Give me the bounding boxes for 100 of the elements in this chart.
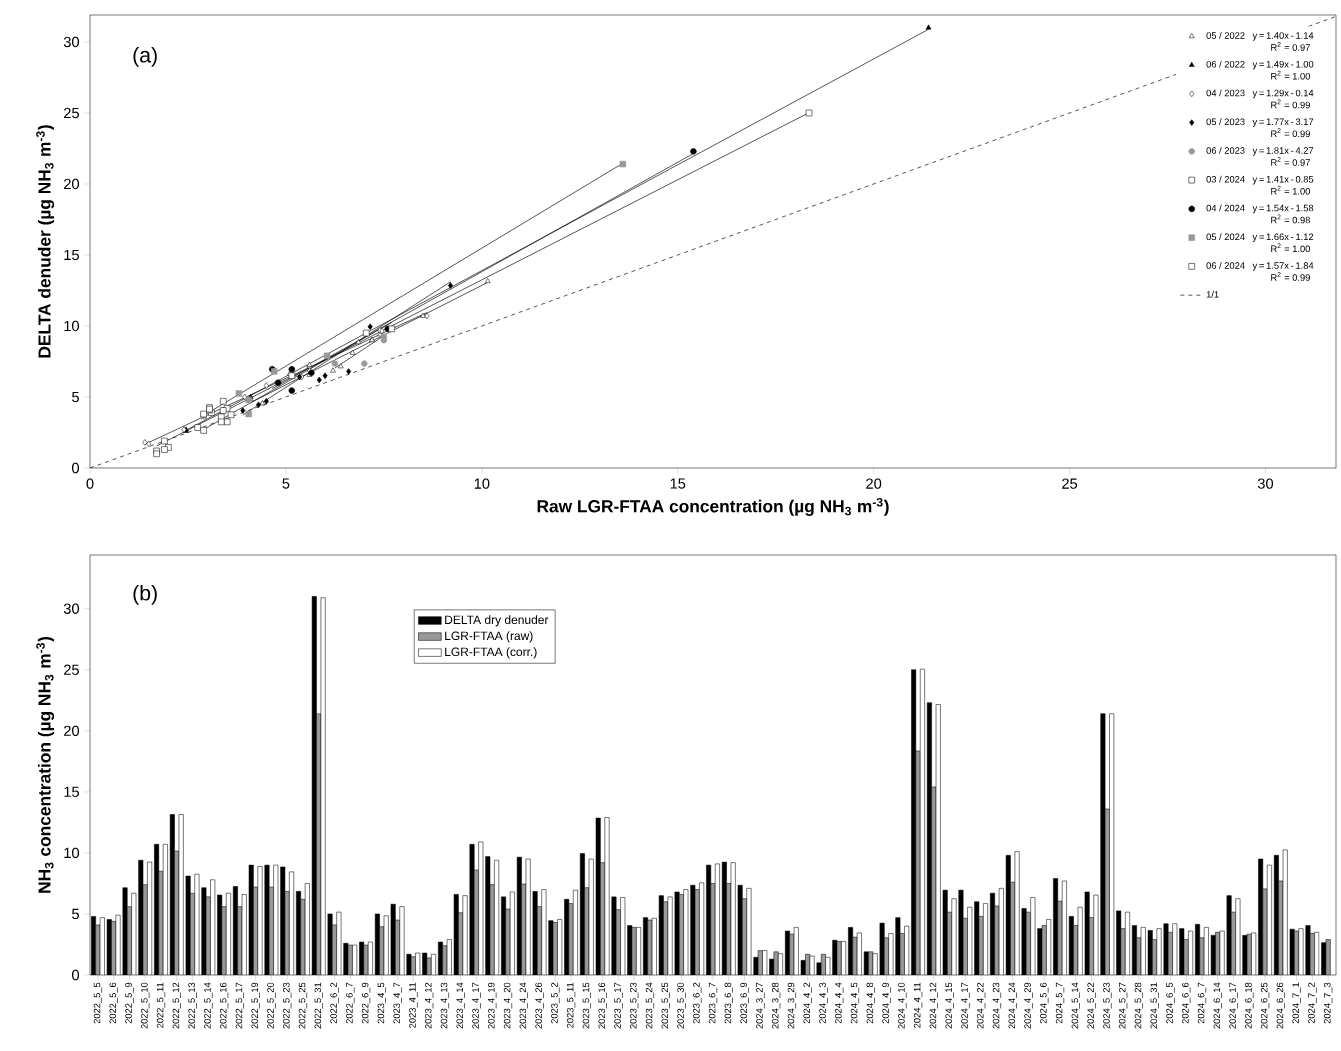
legend-label: 06 / 2022 (1206, 60, 1245, 68)
x-tick-label: 2022_5_20 (267, 982, 276, 1029)
x-tick-label: 2023_5_25 (661, 982, 670, 1029)
annotation: y = 1.49x - 1.00 (1252, 60, 1314, 70)
legend-label: 05 / 2022 (1206, 31, 1245, 39)
x-tick-label: 2024_6_7 (1197, 982, 1207, 1024)
x-tick-label: 2023_6_2 (693, 982, 702, 1024)
x-tick-label: 2023_4_7 (393, 982, 402, 1024)
x-tick-label: 2024_4_15 (945, 982, 954, 1029)
x-tick-label: 2023_4_14 (456, 982, 465, 1029)
x-tick-label: 2022_5_31 (314, 982, 323, 1029)
x-tick-label: 2022_5_12 (172, 982, 181, 1029)
x-tick-label: 2024_5_6 (1040, 982, 1049, 1024)
annotation: (b) (133, 584, 157, 605)
x-tick-label: 2023_5_17 (614, 982, 623, 1029)
x-tick-label: 2022_5_13 (188, 982, 197, 1029)
x-tick-label: 2023_5_2 (551, 982, 560, 1024)
annotation: R$^{2}$ = 0.99 (1271, 99, 1310, 109)
y-tick-label: 30 (63, 603, 80, 614)
x-tick-label: 2024_7_3 (1323, 982, 1333, 1024)
x-tick-label: 2024_4_3 (819, 982, 828, 1024)
y-tick-label: 15 (64, 249, 79, 261)
x-tick-label: 2023_5_30 (677, 982, 686, 1029)
x-tick-label: 25 (1062, 478, 1078, 489)
y-tick-label: 25 (64, 664, 79, 675)
x-tick-label: 2022_5_9 (125, 982, 134, 1024)
x-tick-label: 2024_6_25 (1260, 982, 1270, 1029)
x-tick-label: 2024_6_18 (1245, 982, 1254, 1029)
x-tick-label: 2023_6_8 (724, 982, 733, 1024)
y-tick-label: 15 (64, 786, 79, 797)
x-tick-label: 2024_5_31 (1150, 982, 1159, 1029)
y-tick-label: 5 (72, 391, 79, 403)
x-tick-label: 20 (866, 478, 882, 489)
x-tick-label: 2022_5_14 (204, 982, 213, 1029)
annotation: R$^{2}$ = 0.97 (1271, 42, 1310, 51)
x-tick-label: 5 (282, 478, 290, 489)
y-tick-label: 10 (64, 320, 80, 332)
legend-label: LGR-FTAA (raw) (445, 631, 533, 643)
x-tick-label: 30 (1257, 478, 1274, 489)
x-tick-label: 2023_4_19 (488, 982, 497, 1029)
annotation: R$^{2}$ = 0.98 (1271, 214, 1310, 224)
x-tick-label: 2024_7_1 (1292, 982, 1301, 1024)
y-tick-label: 0 (72, 462, 80, 474)
annotation: R$^{2}$ = 0.99 (1271, 128, 1310, 138)
x-tick-label: 2022_5_5 (93, 982, 103, 1024)
x-tick-label: 2022_5_19 (251, 982, 260, 1029)
y-tick-label: 10 (64, 847, 80, 859)
legend-label: DELTA dry denuder (445, 615, 549, 627)
y-tick-label: 30 (63, 36, 80, 48)
x-tick-label: 2024_4_22 (976, 982, 986, 1029)
x-tick-label: 2024_5_28 (1134, 982, 1144, 1029)
x-tick-label: 2024_4_29 (1024, 982, 1033, 1029)
y-tick-label: 0 (72, 969, 80, 981)
x-tick-label: 2024_6_14 (1213, 982, 1222, 1029)
x-axis-title: Raw LGR-FTAA concentration (µg NH$_{3}$ m$^{-3}$) (537, 497, 889, 516)
annotation: R$^{2}$ = 0.99 (1271, 272, 1310, 281)
x-tick-label: 0 (86, 478, 94, 489)
x-tick-label: 2024_4_11 (913, 982, 923, 1028)
x-tick-label: 2023_4_5 (377, 982, 386, 1024)
annotation: R$^{2}$ = 0.97 (1271, 157, 1310, 166)
annotation: R$^{2}$ = 1.00 (1271, 243, 1311, 253)
x-tick-label: 2024_5_14 (1071, 982, 1080, 1029)
x-tick-label: 2024_4_9 (882, 982, 891, 1024)
x-tick-label: 2022_5_17 (235, 982, 245, 1029)
x-tick-label: 2023_4_13 (440, 982, 450, 1029)
legend-label: 04 / 2024 (1206, 204, 1245, 212)
annotation: y = 1.77x - 3.17 (1252, 118, 1314, 127)
x-tick-label: 2024_6_17 (1229, 982, 1238, 1029)
x-tick-label: 2024_5_7 (1055, 982, 1065, 1024)
x-tick-label: 2024_4_10 (898, 982, 907, 1029)
annotation: y = 1.29x - 0.14 (1252, 89, 1314, 99)
x-tick-label: 2024_3_28 (771, 982, 781, 1029)
x-tick-label: 2023_4_20 (503, 982, 513, 1029)
x-tick-label: 2023_6_9 (740, 982, 749, 1024)
x-tick-label: 2024_4_24 (1008, 982, 1017, 1029)
legend-label: 04 / 2023 (1206, 89, 1245, 97)
x-tick-label: 2023_5_16 (598, 982, 607, 1029)
x-tick-label: 2023_5_23 (629, 982, 639, 1029)
annotation: y = 1.57x - 1.84 (1252, 262, 1314, 271)
x-tick-label: 2023_5_24 (645, 982, 655, 1029)
x-tick-label: 2024_4_2 (803, 982, 812, 1024)
x-tick-label: 2024_3_29 (787, 982, 797, 1029)
annotation: y = 1.66x - 1.12 (1252, 233, 1314, 242)
x-tick-label: 2024_4_8 (866, 982, 875, 1024)
x-tick-label: 2022_6_7 (346, 982, 355, 1024)
y-axis-title: DELTA denuder (µg NH$_{3}$ m$^{-3}$) (36, 125, 55, 358)
annotation: y = 1.41x - 0.85 (1252, 175, 1314, 185)
x-tick-label: 2023_4_11 (409, 982, 418, 1028)
x-tick-label: 2024_4_17 (961, 982, 970, 1029)
x-tick-label: 2022_5_25 (298, 982, 308, 1029)
legend-label: 05 / 2024 (1206, 233, 1245, 241)
x-tick-label: 2024_4_23 (992, 982, 1002, 1029)
x-tick-label: 2023_4_12 (424, 982, 434, 1029)
annotation: R$^{2}$ = 1.00 (1271, 185, 1311, 195)
x-tick-label: 2023_5_15 (582, 982, 592, 1029)
annotation: y = 1.54x - 1.58 (1252, 204, 1314, 214)
x-tick-label: 2022_5_6 (109, 982, 118, 1024)
x-tick-label: 2024_5_23 (1103, 982, 1112, 1029)
x-tick-label: 2024_5_22 (1087, 982, 1096, 1029)
legend-label: 05 / 2023 (1206, 118, 1245, 126)
